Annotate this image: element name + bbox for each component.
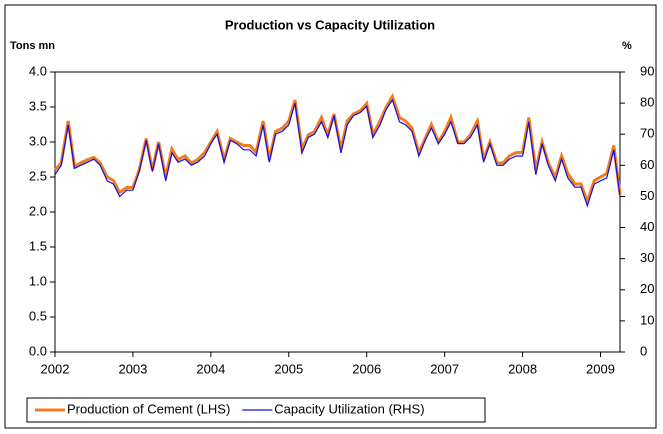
y2-tick-label: 90 xyxy=(640,63,654,78)
y-tick-label: 1.5 xyxy=(29,238,47,253)
y-tick-label: 0.0 xyxy=(29,343,47,358)
chart-frame xyxy=(4,4,657,429)
series-line xyxy=(54,98,621,208)
y2-tick-label: 10 xyxy=(640,312,654,327)
y2-tick-label: 70 xyxy=(640,126,654,141)
y2-axis-label: % xyxy=(622,40,632,52)
x-tick-label: 2004 xyxy=(196,361,225,376)
y-tick-label: 4.0 xyxy=(29,63,47,78)
y2-tick-label: 30 xyxy=(640,250,654,265)
x-tick-label: 2006 xyxy=(352,361,381,376)
legend-label: Production of Cement (LHS) xyxy=(67,401,230,416)
x-tick-label: 2009 xyxy=(586,361,615,376)
x-tick-label: 2005 xyxy=(274,361,303,376)
y-tick-label: 2.5 xyxy=(29,168,47,183)
y2-tick-label: 50 xyxy=(640,188,654,203)
x-tick-label: 2007 xyxy=(430,361,459,376)
y-tick-label: 2.0 xyxy=(29,203,47,218)
y-axis-label: Tons mn xyxy=(10,40,55,52)
y2-tick-label: 0 xyxy=(640,343,647,358)
x-tick-label: 2003 xyxy=(118,361,147,376)
y-tick-label: 3.0 xyxy=(29,133,47,148)
y2-tick-label: 40 xyxy=(640,219,654,234)
y2-tick-label: 60 xyxy=(640,157,654,172)
x-tick-label: 2002 xyxy=(41,361,70,376)
legend-label: Capacity Utilization (RHS) xyxy=(274,401,424,416)
y-tick-label: 0.5 xyxy=(29,308,47,323)
x-tick-label: 2008 xyxy=(508,361,537,376)
legend-box xyxy=(26,397,486,423)
y-tick-label: 3.5 xyxy=(29,98,47,113)
y2-tick-label: 80 xyxy=(640,95,654,110)
chart-title: Production vs Capacity Utilization xyxy=(225,17,435,32)
y2-tick-label: 20 xyxy=(640,281,654,296)
y-tick-label: 1.0 xyxy=(29,273,47,288)
